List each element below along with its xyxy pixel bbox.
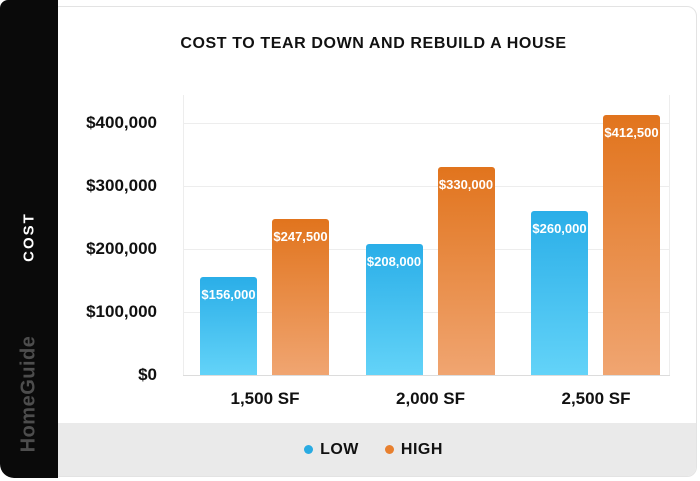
chart-card: LOW HIGH: [50, 6, 697, 477]
plot-border-line: [669, 95, 670, 375]
gridline: [183, 312, 670, 313]
bar-low-2000SF: $208,000: [365, 243, 423, 375]
bar-value-label: $247,500: [273, 229, 328, 245]
bar-value-label: $330,000: [438, 177, 494, 193]
bar-high-2500SF: $412,500: [603, 115, 660, 375]
y-tick-label: $100,000: [86, 302, 157, 321]
bar-high-2000SF: $330,000: [437, 167, 495, 375]
y-tick-label: $200,000: [86, 239, 157, 258]
bar-value-label: $260,000: [532, 221, 587, 237]
legend-item-high: HIGH: [384, 440, 443, 459]
sidebar: COST HomeGuide: [0, 0, 58, 478]
bar-high-1500SF: $247,500: [272, 219, 329, 375]
brand-watermark: HomeGuide: [17, 335, 40, 453]
bar-value-label: $156,000: [201, 286, 256, 302]
plot-border-line: [183, 95, 184, 375]
bar-value-label: $412,500: [604, 125, 659, 141]
y-tick-label: $0: [138, 365, 157, 384]
chart-title: COST TO TEAR DOWN AND REBUILD A HOUSE: [180, 35, 567, 52]
legend-label-high: HIGH: [400, 440, 443, 458]
gridline: [183, 375, 670, 376]
bar-value-label: $208,000: [366, 253, 422, 269]
gridline: [183, 186, 670, 187]
bar-low-1500SF: $156,000: [200, 276, 257, 375]
x-category-label: 1,500 SF: [230, 389, 300, 408]
legend-label-low: LOW: [320, 440, 359, 458]
gridline: [183, 123, 670, 124]
gridline: [183, 249, 670, 250]
low-series-dot-icon: [304, 445, 314, 454]
y-tick-label: $300,000: [86, 176, 157, 195]
bar-low-2500SF: $260,000: [531, 211, 588, 375]
high-series-dot-icon: [384, 445, 394, 454]
legend-item-low: LOW: [304, 441, 359, 459]
x-category-label: 2,500 SF: [561, 389, 631, 408]
x-axis-labels: 1,500 SF 2,000 SF 2,500 SF: [183, 389, 670, 413]
y-tick-label: $400,000: [86, 113, 157, 132]
y-axis-title: COST: [20, 212, 38, 262]
plot-area: $156,000 $247,500 $208,000 $330,000 $260,000…: [183, 95, 670, 376]
x-category-label: 2,000 SF: [396, 389, 465, 408]
y-axis-labels: $400,000 $300,000 $200,000 $100,000 $0: [60, 95, 157, 384]
legend: LOW HIGH: [51, 423, 696, 476]
